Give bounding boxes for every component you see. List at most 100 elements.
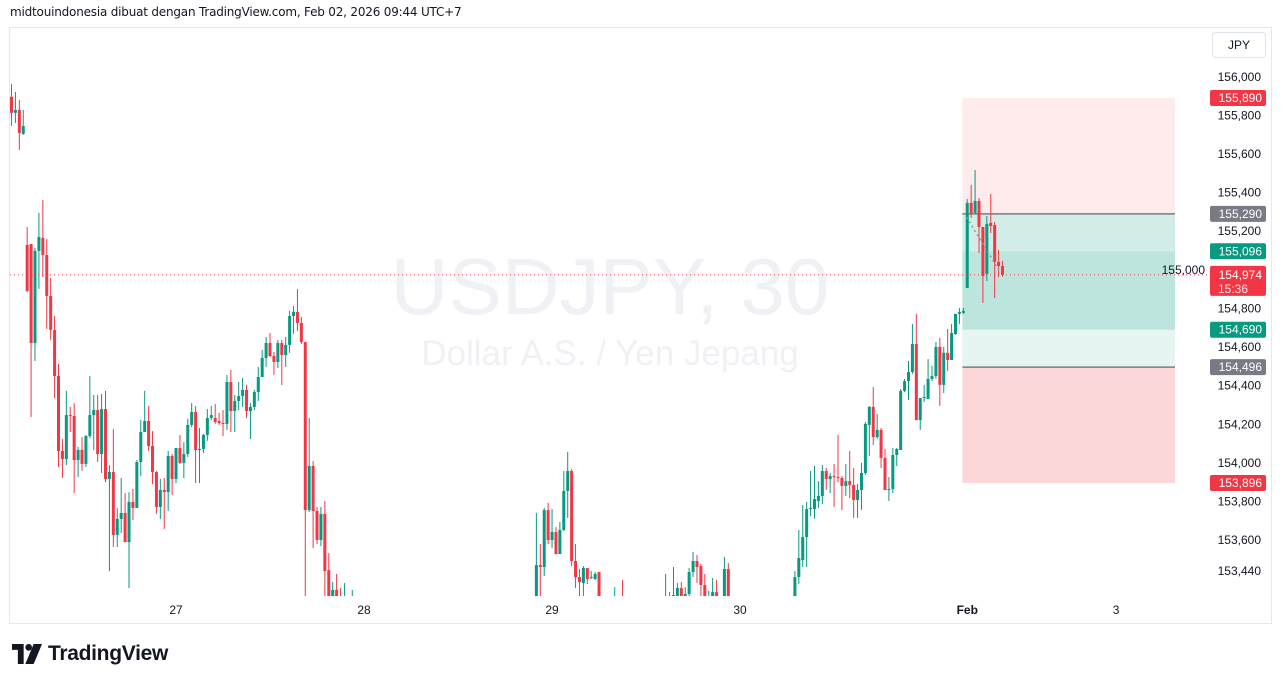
candle	[699, 563, 703, 596]
candle	[895, 448, 899, 467]
candle	[111, 428, 115, 547]
candle	[135, 460, 139, 508]
candle-body	[84, 436, 88, 464]
long-position-target-zone[interactable]	[962, 251, 1175, 368]
candle	[675, 583, 679, 596]
candle-body	[225, 382, 229, 424]
candle	[871, 387, 875, 445]
candle-body	[899, 390, 903, 450]
candle-body	[950, 332, 954, 361]
candle	[570, 468, 574, 567]
candle-body	[883, 457, 887, 490]
candle	[903, 378, 907, 393]
candle	[25, 226, 29, 293]
candle-body	[809, 507, 813, 510]
candle	[950, 323, 954, 361]
candle	[816, 481, 820, 508]
candle-body	[29, 243, 33, 344]
candle	[131, 489, 135, 521]
candle-body	[115, 518, 119, 535]
tradingview-logo-icon	[12, 644, 42, 664]
candle	[201, 433, 205, 453]
candle-body	[546, 510, 550, 540]
candle-body	[303, 342, 307, 511]
candle-body	[104, 409, 108, 479]
candle	[875, 413, 879, 439]
candle	[801, 505, 805, 568]
candle	[805, 501, 809, 568]
candle-body	[190, 411, 194, 425]
candle-body	[245, 389, 249, 411]
candle-body	[824, 471, 828, 479]
candle-body	[879, 429, 883, 458]
candle	[554, 527, 558, 555]
candle	[100, 394, 104, 473]
candle-body	[914, 343, 918, 421]
candle-body	[875, 429, 879, 438]
candle	[683, 587, 687, 596]
candle-body	[934, 346, 938, 377]
short-position-target-zone[interactable]	[962, 213, 1175, 330]
candle	[691, 551, 695, 578]
candle	[965, 198, 969, 288]
candle	[41, 199, 45, 277]
candle-body	[201, 434, 205, 450]
candle-body	[174, 448, 178, 479]
candle	[856, 483, 860, 518]
candle	[17, 99, 21, 150]
candle	[708, 590, 710, 596]
candle	[96, 394, 100, 462]
candle	[574, 544, 578, 589]
candle-body	[205, 417, 209, 435]
short-position-stop-zone[interactable]	[962, 98, 1175, 214]
candle-body	[1001, 265, 1005, 275]
candle	[225, 374, 229, 430]
candle	[327, 552, 331, 596]
candle	[21, 109, 25, 135]
tradingview-logo[interactable]: TradingView	[12, 642, 168, 666]
candle	[272, 351, 276, 375]
candle	[205, 409, 209, 441]
candle-body	[237, 395, 241, 401]
candle-body	[80, 449, 84, 464]
candle	[72, 403, 76, 494]
candle-body	[315, 511, 319, 540]
candle	[797, 529, 801, 585]
candle-body	[977, 200, 981, 227]
candle-body	[668, 598, 671, 608]
price-tag-label: 153,896	[1219, 476, 1263, 490]
candle	[248, 403, 252, 439]
price-tick-label: 155,800	[1218, 108, 1262, 122]
candle-body	[993, 225, 997, 262]
watermark-symbol: USDJPY, 30	[391, 242, 830, 331]
candle	[906, 360, 910, 400]
time-axis[interactable]: 27 28 29 30 Feb 3	[169, 603, 1119, 617]
candle	[209, 405, 213, 421]
chart-caption: midtouindonesia dibuat dengan TradingVie…	[10, 5, 462, 19]
candle-body	[319, 513, 323, 540]
candles-layer	[10, 83, 1005, 608]
candle-body	[910, 343, 914, 372]
price-axis[interactable]: 156,000 155,800 155,600 155,400 155,200 155,0…	[1162, 70, 1262, 578]
candle-body	[534, 565, 538, 596]
candle	[92, 394, 96, 450]
price-tick-label: 155,200	[1218, 224, 1262, 238]
candle-body	[182, 454, 186, 463]
price-tag-background	[1210, 90, 1266, 106]
candle	[887, 477, 891, 501]
candle	[989, 193, 993, 233]
candle-body	[859, 472, 863, 490]
currency-unit-button[interactable]: JPY	[1212, 32, 1266, 58]
candle-body	[229, 382, 233, 411]
candle-body	[671, 595, 675, 596]
candle	[726, 562, 730, 596]
candle-body	[123, 512, 127, 543]
long-position-stop-zone[interactable]	[962, 367, 1175, 484]
candle-body	[691, 561, 695, 573]
candle	[80, 437, 84, 472]
position-path-line	[963, 212, 1001, 273]
position-tools[interactable]	[962, 98, 1175, 484]
candle-body	[675, 588, 679, 596]
